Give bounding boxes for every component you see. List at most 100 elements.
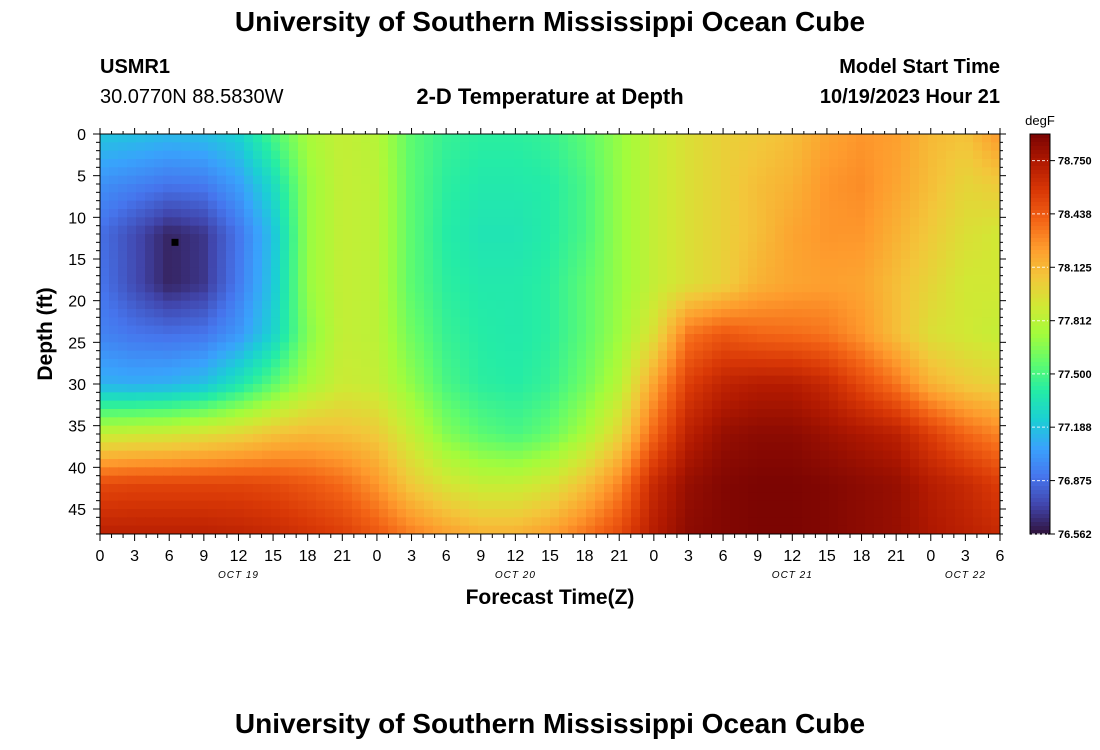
- heatmap-cell: [388, 234, 398, 243]
- heatmap-cell: [946, 509, 956, 518]
- heatmap-cell: [892, 325, 902, 335]
- heatmap-cell: [289, 509, 299, 518]
- heatmap-cell: [145, 409, 155, 418]
- heatmap-cell: [973, 284, 983, 293]
- heatmap-cell: [496, 250, 506, 260]
- heatmap-cell: [541, 400, 551, 410]
- heatmap-cell: [280, 334, 290, 343]
- heatmap-cell: [568, 392, 578, 402]
- heatmap-cell: [550, 342, 560, 352]
- heatmap-cell: [829, 200, 839, 210]
- heatmap-cell: [901, 350, 911, 360]
- heatmap-cell: [217, 209, 227, 218]
- heatmap-cell: [325, 434, 335, 443]
- heatmap-cell: [217, 225, 227, 235]
- heatmap-cell: [127, 484, 137, 493]
- heatmap-cell: [496, 467, 506, 477]
- heatmap-cell: [370, 325, 380, 335]
- heatmap-cell: [748, 292, 758, 302]
- heatmap-cell: [739, 275, 749, 285]
- heatmap-cell: [730, 484, 740, 493]
- heatmap-cell: [460, 459, 470, 468]
- heatmap-cell: [253, 209, 263, 218]
- heatmap-cell: [640, 217, 650, 227]
- heatmap-cell: [118, 375, 128, 385]
- heatmap-cell: [136, 142, 146, 152]
- heatmap-cell: [388, 267, 398, 277]
- heatmap-cell: [235, 134, 245, 143]
- heatmap-cell: [946, 300, 956, 310]
- heatmap-cell: [343, 475, 353, 485]
- heatmap-cell: [298, 467, 308, 477]
- heatmap-cell: [280, 159, 290, 168]
- heatmap-cell: [316, 142, 326, 152]
- heatmap-cell: [226, 417, 236, 427]
- heatmap-cell: [991, 150, 1000, 160]
- heatmap-cell: [568, 342, 578, 352]
- heatmap-cell: [865, 250, 875, 260]
- heatmap-cell: [865, 384, 875, 393]
- heatmap-cell: [235, 392, 245, 402]
- heatmap-cell: [334, 300, 344, 310]
- heatmap-cell: [550, 409, 560, 418]
- heatmap-cell: [703, 350, 713, 360]
- heatmap-cell: [343, 292, 353, 302]
- heatmap-cell: [172, 409, 182, 418]
- heatmap-cell: [343, 275, 353, 285]
- heatmap-cell: [937, 159, 947, 168]
- heatmap-cell: [748, 500, 758, 510]
- heatmap-cell: [658, 217, 668, 227]
- heatmap-cell: [577, 517, 587, 527]
- heatmap-cell: [946, 184, 956, 193]
- heatmap-cell: [559, 334, 569, 343]
- heatmap-cell: [829, 450, 839, 460]
- heatmap-cell: [388, 250, 398, 260]
- heatmap-cell: [379, 159, 389, 168]
- heatmap-cell: [829, 434, 839, 443]
- heatmap-cell: [136, 225, 146, 235]
- heatmap-cell: [874, 217, 884, 227]
- heatmap-cell: [334, 200, 344, 210]
- heatmap-cell: [379, 150, 389, 160]
- heatmap-cell: [172, 300, 182, 310]
- heatmap-cell: [604, 175, 614, 185]
- heatmap-cell: [370, 217, 380, 227]
- heatmap-cell: [325, 400, 335, 410]
- heatmap-cell: [505, 159, 515, 168]
- heatmap-cell: [838, 167, 848, 177]
- heatmap-cell: [757, 325, 767, 335]
- heatmap-cell: [964, 150, 974, 160]
- heatmap-cell: [622, 200, 632, 210]
- heatmap-cell: [937, 467, 947, 477]
- heatmap-cell: [181, 267, 191, 277]
- heatmap-cell: [757, 217, 767, 227]
- heatmap-cell: [757, 384, 767, 393]
- heatmap-cell: [433, 275, 443, 285]
- heatmap-cell: [289, 267, 299, 277]
- heatmap-cell: [253, 367, 263, 377]
- heatmap-cell: [829, 150, 839, 160]
- heatmap-cell: [154, 192, 164, 202]
- heatmap-cell: [649, 442, 659, 452]
- heatmap-cell: [235, 275, 245, 285]
- heatmap-cell: [334, 450, 344, 460]
- heatmap-cell: [343, 309, 353, 318]
- heatmap-cell: [595, 259, 605, 268]
- heatmap-cell: [415, 300, 425, 310]
- heatmap-cell: [766, 509, 776, 518]
- chart: 0 3 6 9 12 15 18 21 0 3 6 9 12 15 18 21 0 3 6 9 12 15 18 21 0 3 6 …: [34, 113, 1092, 609]
- heatmap-cell: [415, 375, 425, 385]
- heatmap-cell: [370, 467, 380, 477]
- heatmap-cell: [262, 150, 272, 160]
- heatmap-cell: [991, 275, 1000, 285]
- heatmap-cell: [253, 409, 263, 418]
- heatmap-cell: [874, 459, 884, 468]
- heatmap-cell: [784, 275, 794, 285]
- heatmap-cell: [550, 417, 560, 427]
- heatmap-cell: [415, 509, 425, 518]
- heatmap-cell: [640, 292, 650, 302]
- heatmap-cell: [685, 250, 695, 260]
- heatmap-cell: [163, 200, 173, 210]
- heatmap-cell: [973, 134, 983, 143]
- heatmap-cell: [451, 467, 461, 477]
